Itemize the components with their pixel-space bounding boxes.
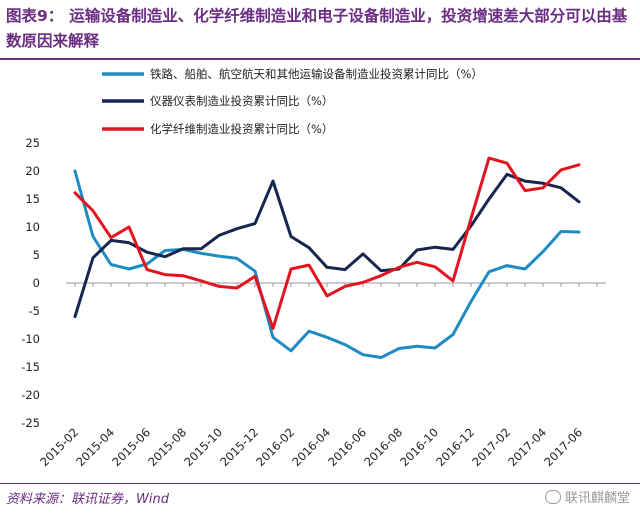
x-axis: 2015-022015-042015-062015-082015-102015-… — [37, 282, 606, 469]
x-tick-label: 2017-06 — [541, 425, 585, 469]
source-note: 资料来源：联讯证券，Wind — [6, 492, 169, 507]
watermark: 联讯麒麟堂 — [544, 487, 630, 506]
series-line-1 — [73, 169, 581, 359]
wechat-icon — [544, 490, 561, 504]
y-tick-label: 20 — [25, 164, 40, 178]
y-tick-label: -25 — [21, 416, 40, 430]
legend-label-1: 铁路、船舶、航空航天和其他运输设备制造业投资累计同比（%） — [150, 67, 483, 81]
figure-title-text: 运输设备制造业、化学纤维制造业和电子设备制造业，投资增速差大部分可以由基数原因来… — [6, 7, 628, 50]
series-lines — [73, 156, 581, 359]
x-tick-label: 2016-12 — [433, 425, 477, 469]
x-tick-label: 2015-10 — [181, 425, 225, 469]
y-tick-label: 0 — [33, 276, 40, 290]
y-tick-label: 25 — [25, 136, 40, 150]
x-tick-label: 2015-12 — [217, 425, 261, 469]
legend: 铁路、船舶、航空航天和其他运输设备制造业投资累计同比（%） 仪器仪表制造业投资累计… — [102, 67, 483, 136]
x-tick-label: 2016-02 — [253, 425, 297, 469]
legend-label-3: 化学纤维制造业投资累计同比（%） — [150, 122, 333, 136]
x-tick-label: 2016-04 — [289, 425, 333, 469]
x-tick-label: 2015-06 — [109, 425, 153, 469]
x-tick-label: 2016-08 — [361, 425, 405, 469]
y-tick-label: 10 — [25, 220, 40, 234]
y-tick-label: -5 — [29, 304, 40, 318]
x-tick-label: 2015-02 — [37, 425, 81, 469]
legend-label-2: 仪器仪表制造业投资累计同比（%） — [150, 94, 333, 108]
watermark-text: 联讯麒麟堂 — [564, 491, 630, 506]
series-line-3 — [73, 156, 581, 330]
y-tick-label: -20 — [21, 388, 40, 402]
title-divider — [0, 58, 640, 60]
x-tick-label: 2015-04 — [73, 425, 117, 469]
x-tick-label: 2017-02 — [469, 425, 513, 469]
figure-label: 图表9： — [6, 7, 64, 25]
y-tick-label: -15 — [21, 360, 40, 374]
y-tick-label: 5 — [33, 248, 40, 262]
y-axis: 25 20 15 10 5 0 -5 -10 -15 -20 -25 — [21, 136, 40, 430]
y-tick-label: -10 — [21, 332, 40, 346]
source-divider — [0, 483, 640, 484]
chart-title: 图表9： 运输设备制造业、化学纤维制造业和电子设备制造业，投资增速差大部分可以由基… — [6, 4, 634, 54]
x-tick-label: 2016-10 — [397, 425, 441, 469]
x-tick-label: 2016-06 — [325, 425, 369, 469]
series-line-2 — [73, 172, 581, 319]
x-tick-label: 2015-08 — [145, 425, 189, 469]
x-tick-label: 2017-04 — [505, 425, 549, 469]
y-tick-label: 15 — [25, 192, 40, 206]
